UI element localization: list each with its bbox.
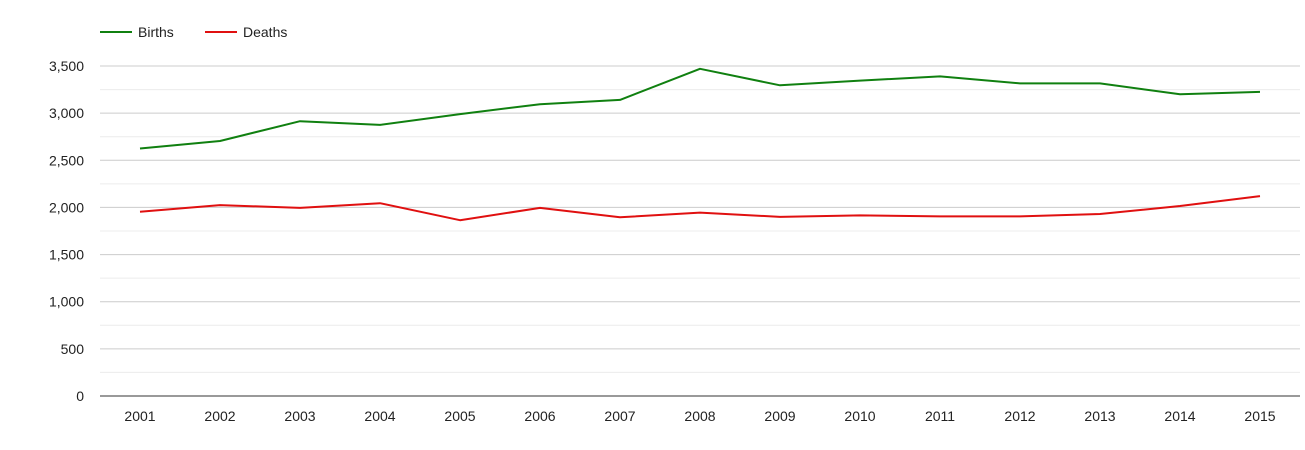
data-point-births [617,97,623,103]
y-tick-label: 1,500 [49,247,84,263]
data-point-births [457,111,463,117]
x-tick-label: 2015 [1244,408,1275,424]
data-point-births [1177,91,1183,97]
x-tick-label: 2011 [925,408,955,424]
x-tick-label: 2001 [124,408,155,424]
series-line-deaths [139,195,1261,222]
x-tick-label: 2006 [524,408,555,424]
x-axis-tick-labels: 2001 2002 2003 2004 2005 2006 2007 2008 2009 2010… [124,408,1275,424]
data-point-births [697,66,703,72]
y-tick-label: 3,000 [49,105,84,121]
data-point-births [1017,80,1023,86]
series-line-births [139,67,1261,150]
data-point-deaths [697,210,703,216]
x-tick-label: 2007 [604,408,635,424]
x-tick-label: 2010 [844,408,875,424]
data-point-births [777,82,783,88]
data-point-deaths [457,217,463,223]
data-point-deaths [137,209,143,215]
y-tick-label: 3,500 [49,58,84,74]
y-tick-label: 500 [61,341,85,357]
data-point-deaths [857,212,863,218]
series-lines [137,66,1263,223]
y-tick-label: 2,500 [49,152,84,168]
x-tick-label: 2002 [204,408,235,424]
data-point-births [377,122,383,128]
legend-label-births: Births [138,24,174,40]
data-point-deaths [1097,211,1103,217]
y-tick-label: 2,000 [49,199,84,215]
data-point-deaths [1177,203,1183,209]
data-point-deaths [537,205,543,211]
data-point-deaths [937,213,943,219]
data-point-births [1257,89,1263,95]
x-tick-label: 2004 [364,408,395,424]
minor-gridlines [100,89,1300,373]
x-tick-label: 2008 [684,408,715,424]
data-point-births [857,78,863,84]
y-tick-label: 1,000 [49,294,84,310]
data-point-deaths [217,202,223,208]
data-point-births [297,118,303,124]
data-point-deaths [777,214,783,220]
data-point-deaths [1017,213,1023,219]
data-point-deaths [617,214,623,220]
x-tick-label: 2009 [764,408,795,424]
y-tick-label: 0 [76,388,84,404]
y-axis-tick-labels: 0 500 1,000 1,500 2,000 2,500 3,000 3,500 [49,58,84,404]
data-point-births [217,138,223,144]
data-point-deaths [297,205,303,211]
data-point-births [1097,80,1103,86]
data-point-births [937,73,943,79]
data-point-births [537,101,543,107]
legend-label-deaths: Deaths [243,24,287,40]
data-point-deaths [377,200,383,206]
x-tick-label: 2014 [1164,408,1195,424]
legend: Births Deaths [100,24,287,40]
x-tick-label: 2012 [1004,408,1035,424]
data-point-births [137,146,143,152]
x-tick-label: 2003 [284,408,315,424]
x-tick-label: 2013 [1084,408,1115,424]
data-point-deaths [1257,193,1263,199]
x-tick-label: 2005 [444,408,475,424]
